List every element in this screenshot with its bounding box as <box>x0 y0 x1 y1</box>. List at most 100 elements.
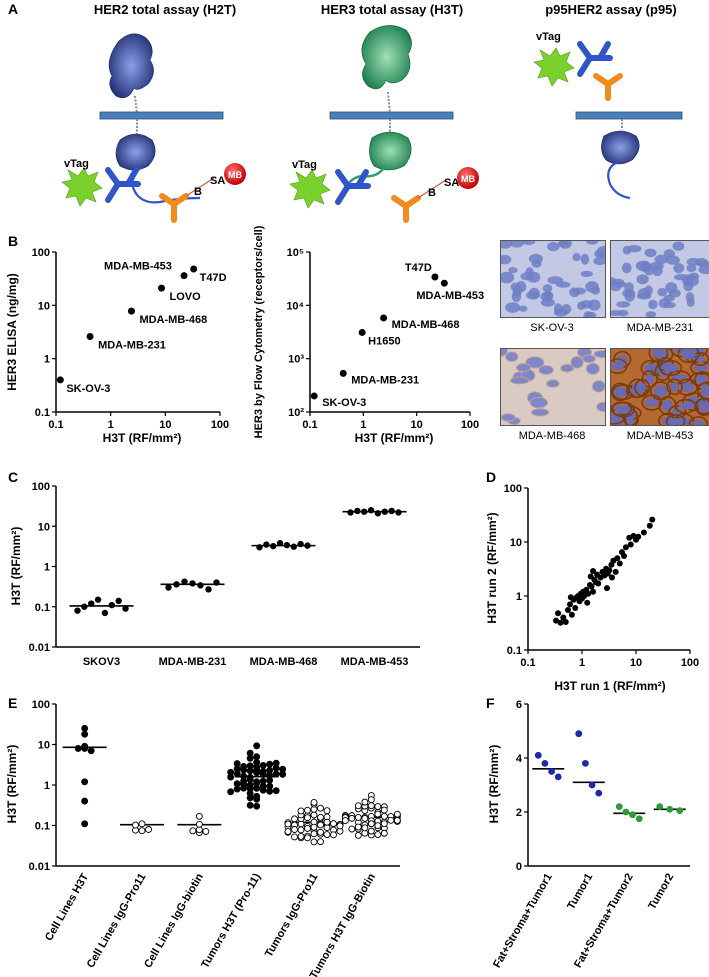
point-label: LOVO <box>169 291 201 303</box>
cell-nucleus <box>509 376 530 385</box>
data-point <box>157 284 165 292</box>
y-tick-label: 6 <box>516 699 522 711</box>
x-axis-label: H3T run 1 (RF/mm²) <box>554 679 665 693</box>
panel-letter-c: C <box>8 469 18 485</box>
data-point <box>304 814 311 822</box>
data-point <box>552 617 559 624</box>
y-tick-label: 10³ <box>288 354 304 366</box>
y-tick-label: 10 <box>510 537 522 549</box>
cell-nucleus <box>512 285 522 297</box>
data-point <box>205 586 212 593</box>
cell-nucleus <box>680 382 695 393</box>
point-label: MDA-MB-231 <box>351 374 419 386</box>
data-point <box>310 392 318 400</box>
data-point <box>127 307 135 315</box>
p95-title: p95HER2 assay (p95) <box>545 2 677 17</box>
data-point <box>393 816 401 824</box>
data-point <box>165 584 172 591</box>
data-point <box>246 781 254 789</box>
data-point <box>380 820 388 828</box>
data-point <box>656 803 664 810</box>
data-point <box>297 826 305 834</box>
data-point <box>374 810 382 818</box>
data-point <box>584 599 591 606</box>
data-point <box>388 507 395 515</box>
data-point <box>341 817 349 825</box>
data-point <box>291 833 298 841</box>
data-point <box>190 265 198 273</box>
cell-nucleus <box>530 408 550 417</box>
data-point <box>395 509 402 516</box>
category-label: MDA-MB-468 <box>250 656 318 668</box>
cell-nucleus <box>652 349 665 359</box>
x-tick-label: 0.1 <box>520 657 535 669</box>
data-point <box>81 744 89 752</box>
x-tick-label: 10 <box>411 419 423 431</box>
data-point <box>336 822 344 830</box>
cell-nucleus <box>673 262 685 274</box>
data-point <box>387 816 395 824</box>
cell-nucleus <box>573 287 586 295</box>
biotin-linker-h3t <box>417 179 447 199</box>
data-point <box>279 765 287 773</box>
data-point <box>266 760 274 768</box>
data-point <box>259 777 267 785</box>
cell-nucleus <box>644 285 653 296</box>
data-point <box>297 832 305 840</box>
data-point <box>588 781 596 789</box>
data-point <box>240 784 248 792</box>
data-point <box>213 579 220 586</box>
category-label: Tumors H3T IgG-Biotin <box>308 871 378 977</box>
data-point <box>94 596 102 603</box>
point-label: MDA-MB-453 <box>416 290 484 302</box>
y-tick-label: 0.01 <box>29 642 50 654</box>
cell-nucleus <box>665 282 678 294</box>
data-point <box>115 597 122 605</box>
data-point <box>339 369 347 377</box>
cell-membrane <box>611 401 632 417</box>
y-tick-label: 0.1 <box>507 645 522 657</box>
data-point <box>88 600 95 607</box>
data-point <box>253 758 261 766</box>
h2t-title: HER2 total assay (H2T) <box>94 2 236 17</box>
data-point <box>304 806 311 814</box>
data-point <box>317 804 324 812</box>
category-label: Fat+Stroma+Tumor1 <box>491 872 555 970</box>
panel-a: HER2 total assay (H2T) HER3 total assay … <box>61 2 683 223</box>
data-point <box>367 820 375 828</box>
streptavidin-label-h3t: SA <box>444 177 459 189</box>
cell-nucleus <box>596 401 605 413</box>
cell-nucleus <box>518 305 528 312</box>
data-point <box>246 776 254 783</box>
y-tick-label: 1 <box>44 780 50 792</box>
data-point <box>284 828 292 836</box>
cell-nucleus <box>547 241 560 252</box>
membrane-bar-h3t <box>329 111 454 120</box>
data-point <box>541 760 549 767</box>
histology-caption-mdamb453: MDA-MB-453 <box>626 430 694 442</box>
mb-bead-icon <box>224 163 246 185</box>
data-point <box>374 510 382 517</box>
data-point <box>374 822 382 830</box>
cell-nucleus <box>663 294 675 302</box>
y-tick-label: 4 <box>516 753 523 765</box>
h3t-title: HER3 total assay (H3T) <box>321 2 463 17</box>
category-label: Tumors IgG-Pro11 <box>263 872 321 960</box>
cell-nucleus <box>678 402 693 410</box>
data-point <box>560 614 567 621</box>
category-label: Cell Lines H3T <box>43 871 91 943</box>
point-label: MDA-MB-468 <box>392 319 460 331</box>
y-tick-label: 2 <box>516 807 522 819</box>
data-point <box>195 812 203 820</box>
data-point <box>246 801 254 809</box>
cell-nucleus <box>698 265 709 275</box>
y-tick-label: 10 <box>38 740 50 752</box>
cell-membrane <box>691 351 709 367</box>
cell-nucleus <box>521 241 536 246</box>
panel-letter-d: D <box>486 469 496 485</box>
data-point <box>108 601 115 609</box>
cell-nucleus <box>617 309 629 317</box>
histology-texture <box>611 241 709 317</box>
cell-membrane <box>688 416 709 425</box>
